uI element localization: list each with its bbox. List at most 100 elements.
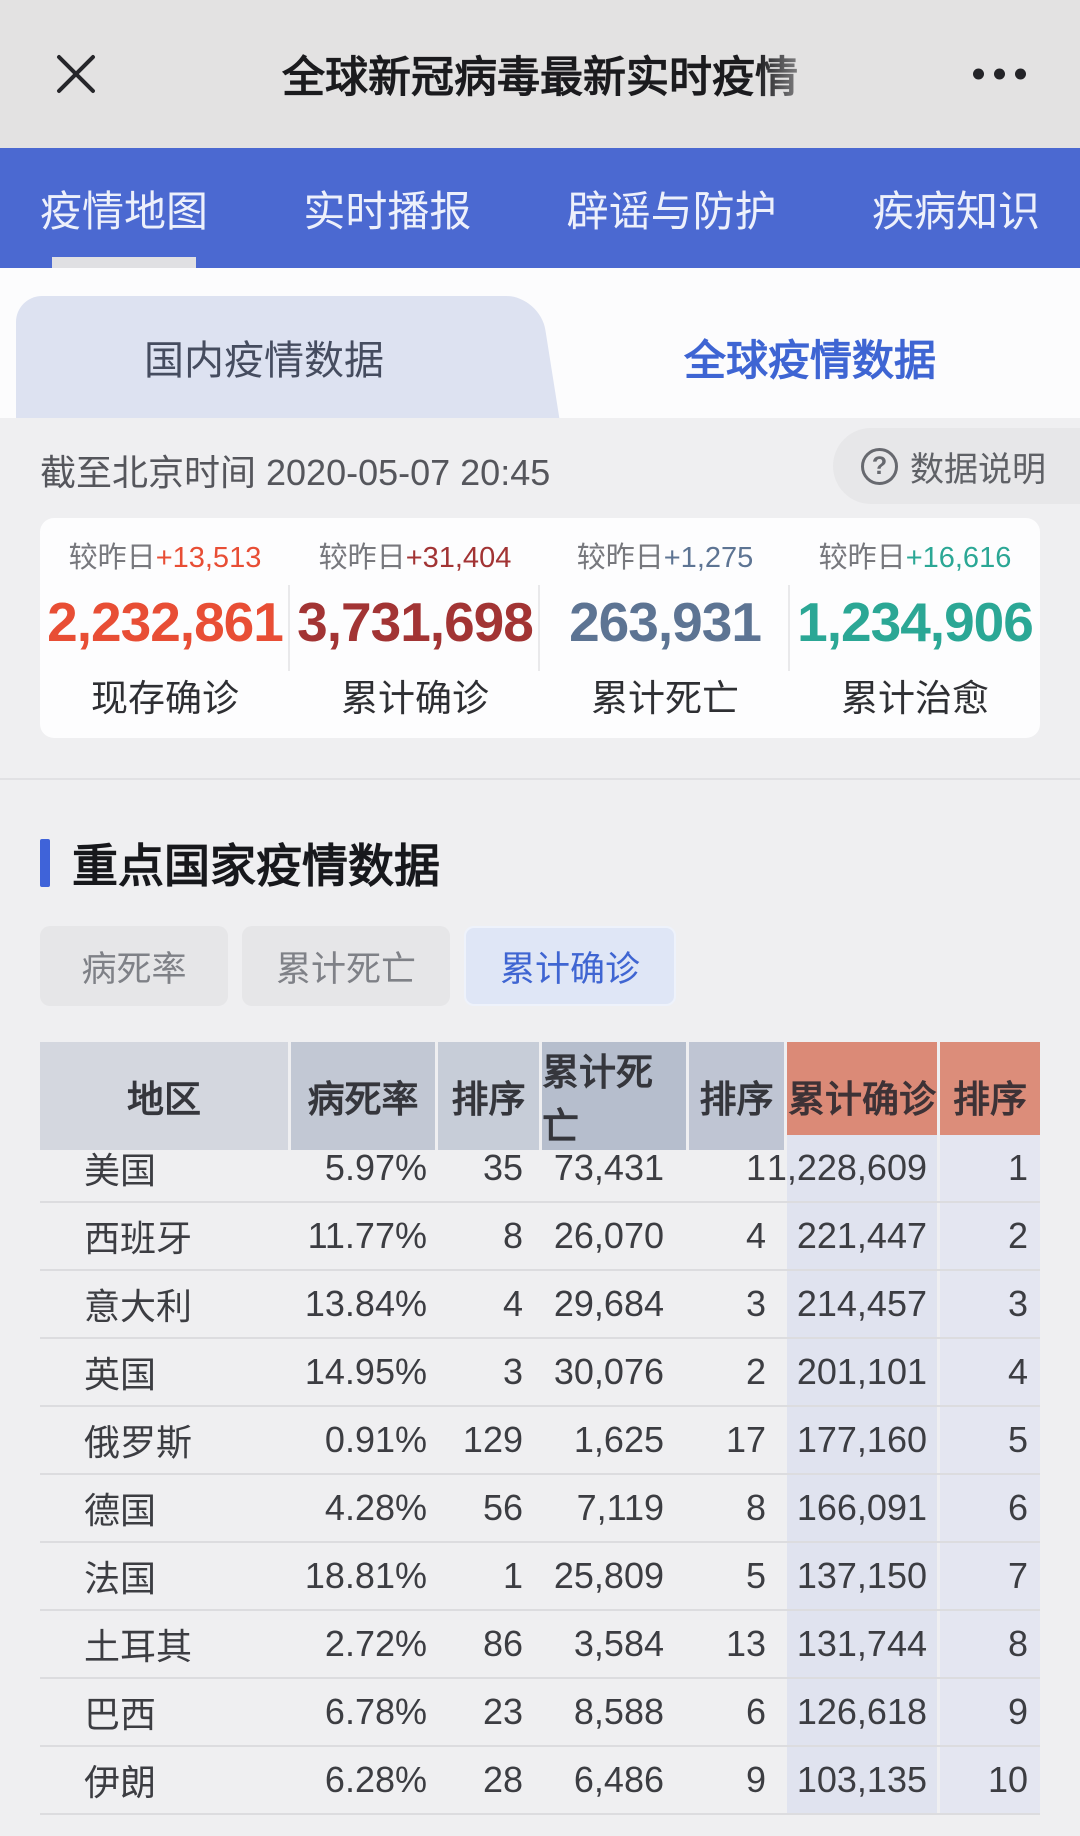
stat-cumulative-cured: 较昨日+16,616 1,234,906 累计治愈 bbox=[790, 534, 1040, 722]
tab-domestic-data[interactable]: 国内疫情数据 bbox=[144, 339, 384, 383]
confirmed-rank-cell: 5 bbox=[940, 1407, 1040, 1473]
confirmed-rank-cell: 6 bbox=[940, 1475, 1040, 1541]
nav-item-live-report[interactable]: 实时播报 bbox=[303, 148, 471, 268]
fatality-rate-cell: 6.28% bbox=[324, 1759, 427, 1800]
tab-domestic-data-bg[interactable] bbox=[16, 296, 512, 418]
nav-item-epidemic-map[interactable]: 疫情地图 bbox=[40, 148, 208, 268]
region-cell: 巴西 bbox=[84, 1694, 157, 1735]
delta-value: +31,404 bbox=[405, 542, 512, 574]
country-table: 地区 病死率 排序 累计死亡 排序 累计确诊 排序 美国 5.97% 35 73,43… bbox=[40, 1042, 1040, 1815]
chip-cumulative-confirmed[interactable]: 累计确诊 bbox=[464, 926, 677, 1006]
deaths-rank-cell: 13 bbox=[725, 1623, 766, 1664]
header-region[interactable]: 地区 bbox=[40, 1042, 288, 1150]
table-row: 俄罗斯 0.91% 129 1,625 17 177,160 5 bbox=[40, 1407, 1040, 1475]
nav-label: 辟谣与防护 bbox=[566, 187, 777, 235]
stat-value: 3,731,698 bbox=[297, 591, 534, 653]
confirmed-cell: 137,150 bbox=[787, 1543, 937, 1609]
region-cell: 伊朗 bbox=[84, 1762, 157, 1803]
header-fatality-rate[interactable]: 病死率 bbox=[291, 1042, 435, 1150]
data-scope-tabs: 国内疫情数据 全球疫情数据 bbox=[0, 268, 1080, 418]
section-title-row: 重点国家疫情数据 bbox=[40, 830, 1040, 896]
confirmed-cell: 221,447 bbox=[787, 1203, 937, 1269]
fatality-rate-cell: 6.78% bbox=[324, 1691, 427, 1732]
deaths-cell: 26,070 bbox=[553, 1215, 664, 1256]
stat-value: 2,232,861 bbox=[47, 591, 284, 653]
header-deaths-rank[interactable]: 排序 bbox=[689, 1042, 784, 1150]
header-confirmed-rank[interactable]: 排序 bbox=[940, 1042, 1040, 1150]
deaths-cell: 25,809 bbox=[553, 1555, 664, 1596]
confirmed-cell: 1,228,609 bbox=[767, 1135, 937, 1201]
confirmed-rank-cell: 4 bbox=[940, 1339, 1040, 1405]
data-note-button[interactable]: ? 数据说明 bbox=[833, 428, 1080, 504]
page-title: 全球新冠病毒最新实时疫情 bbox=[282, 54, 798, 102]
deaths-cell: 29,684 bbox=[553, 1283, 664, 1324]
delta-prefix: 较昨日 bbox=[576, 542, 664, 574]
close-icon[interactable] bbox=[52, 50, 100, 98]
table-row: 土耳其 2.72% 86 3,584 13 131,744 8 bbox=[40, 1611, 1040, 1679]
nav-label: 实时播报 bbox=[303, 187, 472, 235]
question-circle-icon: ? bbox=[861, 447, 898, 485]
fatality-rank-cell: 56 bbox=[482, 1487, 523, 1528]
confirmed-rank-cell: 9 bbox=[940, 1679, 1040, 1745]
table-row: 西班牙 11.77% 8 26,070 4 221,447 2 bbox=[40, 1203, 1040, 1271]
confirmed-cell: 214,457 bbox=[787, 1271, 937, 1337]
table-row: 美国 5.97% 35 73,431 1 1,228,609 1 bbox=[40, 1135, 1040, 1203]
meta-row: 截至北京时间 2020-05-07 20:45 ? 数据说明 bbox=[0, 418, 1080, 518]
region-cell: 英国 bbox=[84, 1354, 157, 1395]
deaths-cell: 73,431 bbox=[553, 1147, 664, 1188]
tab-global-data[interactable]: 全球疫情数据 bbox=[683, 336, 936, 384]
table-row: 伊朗 6.28% 28 6,486 9 103,135 10 bbox=[40, 1747, 1040, 1815]
delta-value: +16,616 bbox=[905, 542, 1012, 574]
stat-existing-confirmed: 较昨日+13,513 2,232,861 现存确诊 bbox=[40, 534, 290, 722]
fatality-rate-cell: 0.91% bbox=[324, 1419, 427, 1460]
fatality-rank-cell: 129 bbox=[462, 1419, 523, 1460]
fatality-rate-cell: 4.28% bbox=[324, 1487, 427, 1528]
deaths-cell: 8,588 bbox=[573, 1691, 664, 1732]
deaths-rank-cell: 1 bbox=[745, 1147, 766, 1188]
confirmed-rank-cell: 7 bbox=[940, 1543, 1040, 1609]
nav-label: 疫情地图 bbox=[40, 187, 209, 235]
region-cell: 美国 bbox=[84, 1150, 157, 1191]
header-cumulative-deaths[interactable]: 累计死亡 bbox=[542, 1042, 686, 1150]
confirmed-rank-cell: 8 bbox=[940, 1611, 1040, 1677]
fatality-rate-cell: 11.77% bbox=[307, 1215, 427, 1256]
stat-label: 累计确诊 bbox=[341, 678, 489, 719]
region-cell: 意大利 bbox=[84, 1286, 193, 1327]
section-accent-bar bbox=[40, 839, 50, 887]
header-cumulative-confirmed[interactable]: 累计确诊 bbox=[787, 1042, 937, 1150]
stat-label: 累计死亡 bbox=[591, 678, 739, 719]
as-of-timestamp: 截至北京时间 2020-05-07 20:45 bbox=[40, 452, 551, 493]
deaths-rank-cell: 2 bbox=[745, 1351, 766, 1392]
table-row: 巴西 6.78% 23 8,588 6 126,618 9 bbox=[40, 1679, 1040, 1747]
chip-cumulative-deaths[interactable]: 累计死亡 bbox=[242, 926, 451, 1006]
chip-fatality-rate[interactable]: 病死率 bbox=[40, 926, 228, 1006]
sort-filter-chips: 病死率 累计死亡 累计确诊 bbox=[40, 926, 1040, 1006]
confirmed-rank-cell: 10 bbox=[940, 1747, 1040, 1813]
stat-label: 累计治愈 bbox=[841, 678, 989, 719]
confirmed-cell: 166,091 bbox=[787, 1475, 937, 1541]
deaths-rank-cell: 5 bbox=[745, 1555, 766, 1596]
table-row: 意大利 13.84% 4 29,684 3 214,457 3 bbox=[40, 1271, 1040, 1339]
deaths-cell: 6,486 bbox=[573, 1759, 664, 1800]
region-cell: 法国 bbox=[84, 1558, 157, 1599]
deaths-rank-cell: 17 bbox=[725, 1419, 766, 1460]
deaths-cell: 7,119 bbox=[576, 1487, 664, 1528]
country-table-body: 美国 5.97% 35 73,431 1 1,228,609 1 西班牙 11.77% 8 26,0… bbox=[40, 1135, 1040, 1815]
delta-value: +1,275 bbox=[663, 542, 754, 574]
fatality-rank-cell: 3 bbox=[502, 1351, 523, 1392]
data-note-label: 数据说明 bbox=[910, 450, 1046, 489]
nav-label: 疾病知识 bbox=[871, 187, 1040, 235]
nav-item-rumor-protection[interactable]: 辟谣与防护 bbox=[567, 148, 777, 268]
delta-prefix: 较昨日 bbox=[818, 542, 906, 574]
table-row: 法国 18.81% 1 25,809 5 137,150 7 bbox=[40, 1543, 1040, 1611]
nav-item-disease-knowledge[interactable]: 疾病知识 bbox=[872, 148, 1040, 268]
fatality-rank-cell: 4 bbox=[502, 1283, 523, 1324]
more-menu-icon[interactable] bbox=[973, 68, 1026, 80]
table-row: 英国 14.95% 3 30,076 2 201,101 4 bbox=[40, 1339, 1040, 1407]
header-fatality-rank[interactable]: 排序 bbox=[438, 1042, 539, 1150]
fatality-rank-cell: 1 bbox=[502, 1555, 523, 1596]
stat-cumulative-deaths: 较昨日+1,275 263,931 累计死亡 bbox=[540, 534, 790, 722]
main-nav: 疫情地图 实时播报 辟谣与防护 疾病知识 bbox=[0, 148, 1080, 268]
stat-label: 现存确诊 bbox=[91, 678, 239, 719]
